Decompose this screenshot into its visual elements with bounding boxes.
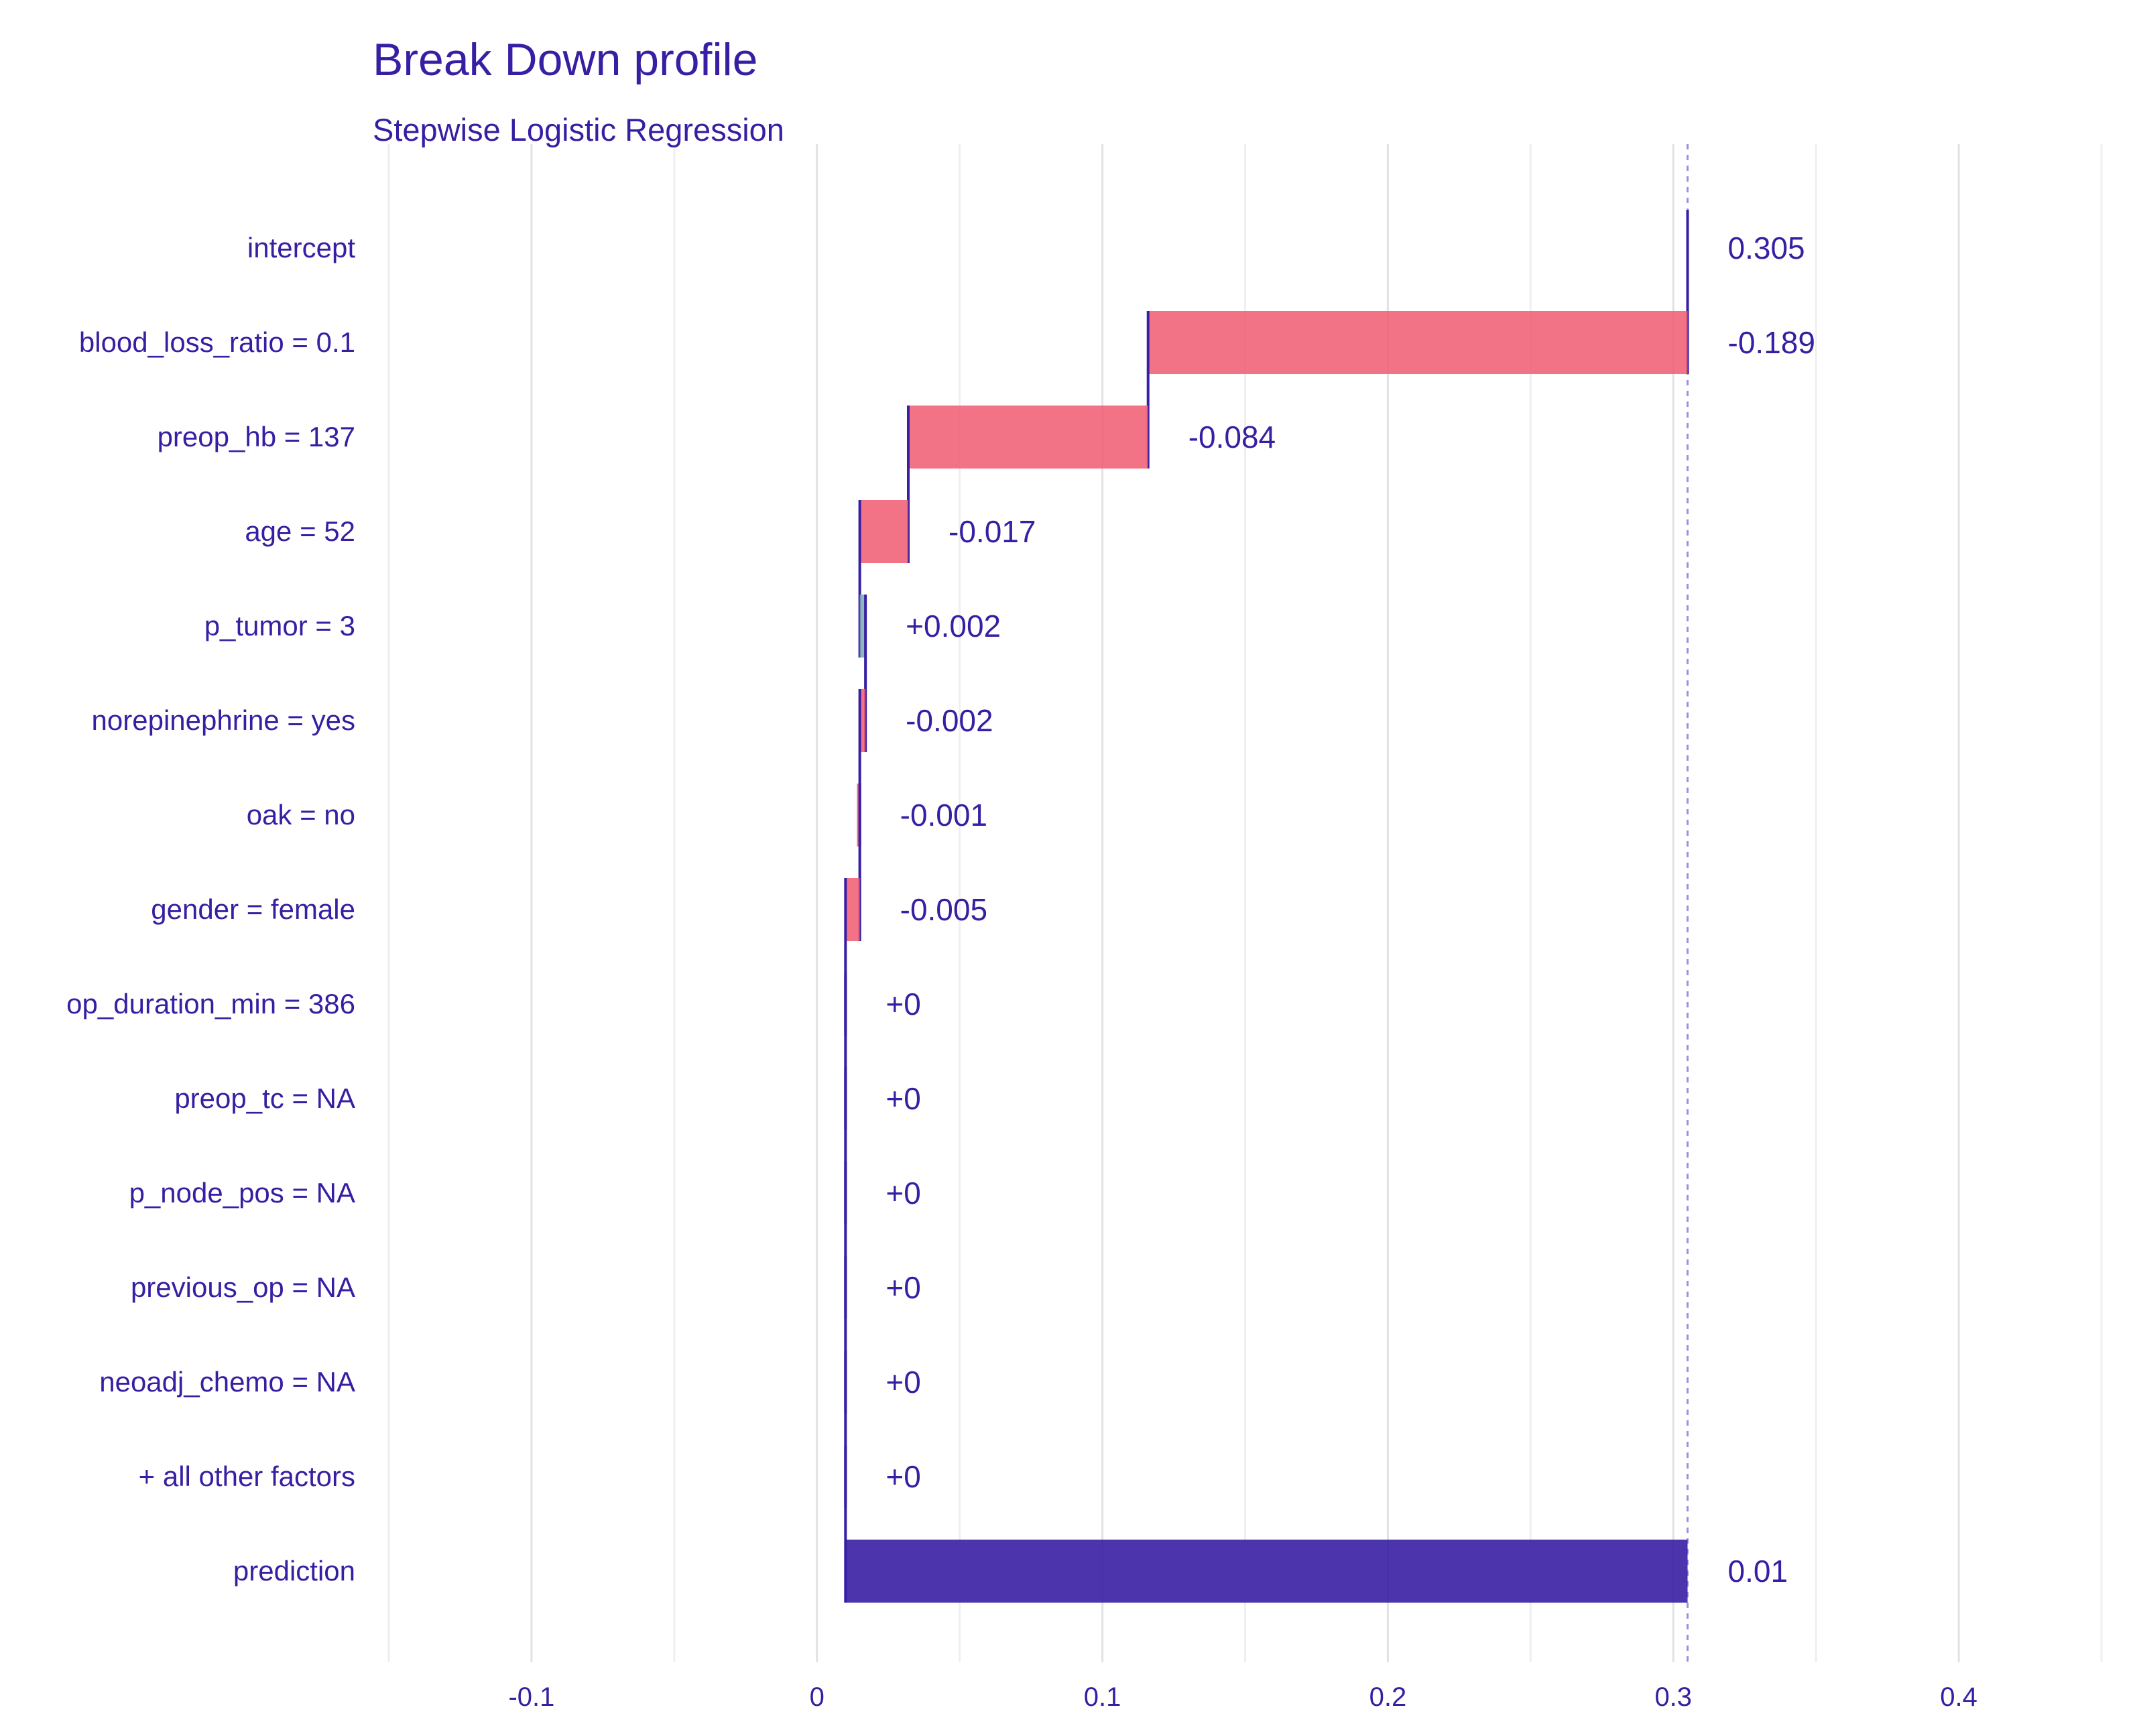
labels-layer: -0.1 0 0.1 0.2 0.3 0.4 intercept 0.305 blood_los… — [66, 231, 1977, 1712]
variable-label: p_tumor = 3 — [204, 610, 355, 641]
bar-7 — [845, 878, 860, 941]
variable-label: neoadj_chemo = NA — [99, 1366, 355, 1398]
value-label: +0 — [886, 1270, 920, 1305]
variable-label: prediction — [233, 1555, 355, 1587]
x-tick-label: 0.4 — [1940, 1682, 1977, 1712]
variable-label: preop_hb = 137 — [158, 421, 355, 452]
value-label: +0 — [886, 1365, 920, 1400]
value-label: -0.017 — [949, 514, 1036, 549]
value-label: +0 — [886, 1176, 920, 1211]
variable-label: p_node_pos = NA — [129, 1177, 355, 1208]
bar-5 — [859, 689, 866, 752]
bars-layer — [844, 210, 1689, 1603]
value-label: 0.01 — [1728, 1554, 1788, 1589]
variable-label: gender = female — [151, 893, 355, 925]
variable-label: op_duration_min = 386 — [66, 988, 355, 1019]
value-label: -0.189 — [1728, 325, 1815, 360]
x-tick-label: -0.1 — [508, 1682, 554, 1712]
bar-1 — [1148, 311, 1688, 374]
grid-lines — [387, 144, 2103, 1662]
value-label: +0.002 — [906, 609, 1001, 643]
bar-4 — [859, 595, 866, 658]
variable-label: + all other factors — [139, 1461, 355, 1492]
variable-label: preop_tc = NA — [174, 1082, 355, 1114]
variable-label: age = 52 — [245, 515, 355, 547]
value-label: -0.002 — [906, 703, 993, 738]
value-label: +0 — [886, 1459, 920, 1494]
value-label: -0.084 — [1188, 420, 1276, 454]
variable-label: intercept — [247, 232, 355, 263]
x-tick-label: 0.1 — [1084, 1682, 1121, 1712]
chart-subtitle: Stepwise Logistic Regression — [373, 112, 784, 147]
bar-6 — [857, 784, 860, 847]
value-label: +0 — [886, 1081, 920, 1116]
x-tick-label: 0 — [810, 1682, 825, 1712]
value-label: -0.005 — [900, 892, 987, 927]
variable-label: blood_loss_ratio = 0.1 — [79, 326, 355, 358]
bar-3 — [859, 500, 909, 563]
x-tick-label: 0.3 — [1654, 1682, 1692, 1712]
bar-14 — [845, 1540, 1688, 1603]
bar-2 — [908, 406, 1148, 469]
value-label: +0 — [886, 987, 920, 1021]
variable-label: norepinephrine = yes — [92, 704, 355, 736]
x-tick-label: 0.2 — [1369, 1682, 1407, 1712]
value-label: -0.001 — [900, 798, 987, 832]
variable-label: oak = no — [247, 799, 355, 830]
value-label: 0.305 — [1728, 231, 1805, 265]
variable-label: previous_op = NA — [131, 1272, 355, 1303]
chart-title: Break Down profile — [373, 34, 757, 85]
